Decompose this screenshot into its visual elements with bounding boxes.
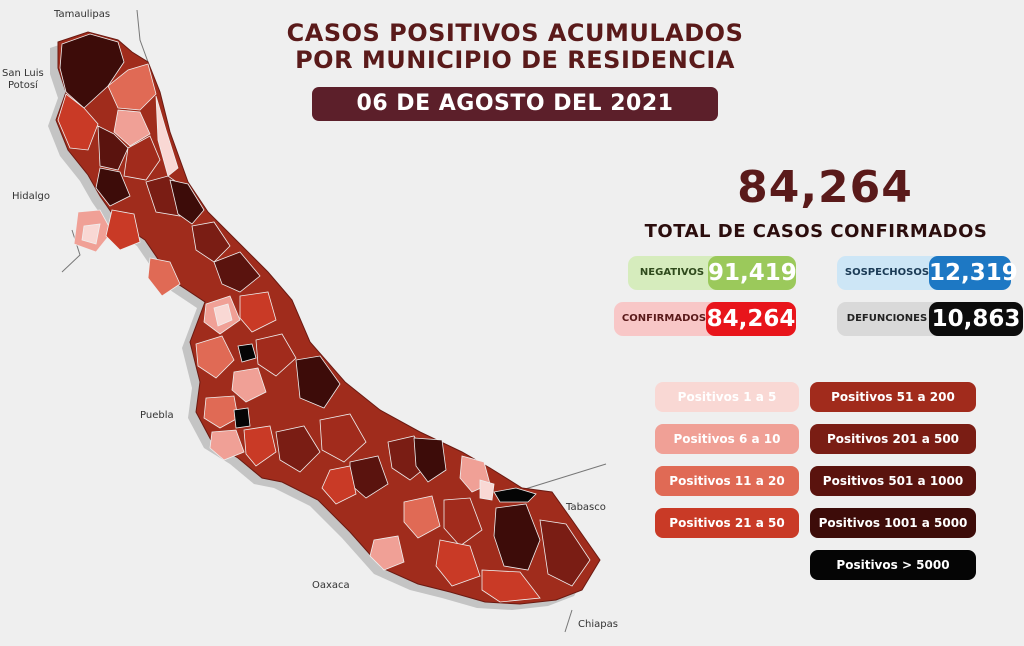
municipality bbox=[539, 519, 591, 587]
stat-defunciones-value: 10,863 bbox=[929, 302, 1023, 336]
municipality bbox=[321, 465, 357, 505]
stat-confirmados-value: 84,264 bbox=[706, 302, 796, 336]
municipality bbox=[113, 109, 151, 147]
municipality bbox=[369, 535, 405, 571]
municipality bbox=[147, 257, 181, 297]
legend-item-11-20: Positivos 11 a 20 bbox=[655, 466, 799, 496]
stat-confirmados: CONFIRMADOS 84,264 bbox=[614, 302, 796, 336]
municipality bbox=[413, 437, 447, 483]
municipality bbox=[435, 539, 481, 587]
date-banner: 06 DE AGOSTO DEL 2021 bbox=[312, 87, 718, 121]
label-puebla: Puebla bbox=[140, 410, 174, 421]
legend-item-51-200: Positivos 51 a 200 bbox=[810, 382, 976, 412]
municipality bbox=[213, 251, 261, 293]
border-line bbox=[521, 463, 607, 491]
page-title: CASOS POSITIVOS ACUMULADOS POR MUNICIPIO… bbox=[255, 20, 775, 74]
label-hidalgo: Hidalgo bbox=[12, 191, 51, 202]
municipality bbox=[213, 303, 233, 327]
legend-item-21-50: Positivos 21 a 50 bbox=[655, 508, 799, 538]
municipality bbox=[493, 503, 541, 571]
total-confirmed-label: TOTAL DE CASOS CONFIRMADOS bbox=[644, 221, 988, 242]
municipality bbox=[237, 343, 257, 363]
legend-item-6-10: Positivos 6 a 10 bbox=[655, 424, 799, 454]
stat-defunciones: DEFUNCIONES 10,863 bbox=[837, 302, 1023, 336]
stat-sospechosos-value: 12,319 bbox=[929, 256, 1018, 290]
municipality bbox=[233, 407, 251, 429]
municipality bbox=[403, 495, 441, 539]
municipality bbox=[481, 569, 541, 603]
legend-item-1001-5000: Positivos 1001 a 5000 bbox=[810, 508, 976, 538]
title-line-2: POR MUNICIPIO DE RESIDENCIA bbox=[295, 46, 735, 74]
municipality bbox=[493, 487, 537, 503]
stat-sospechosos: SOSPECHOSOS 12,319 bbox=[837, 256, 1018, 290]
border-line bbox=[564, 609, 573, 633]
municipality bbox=[231, 367, 267, 403]
stat-negativos-label: NEGATIVOS bbox=[628, 256, 716, 290]
municipality bbox=[169, 179, 205, 225]
label-san-luis-potosi-line1: San Luis bbox=[2, 68, 44, 79]
stat-confirmados-label: CONFIRMADOS bbox=[614, 302, 714, 336]
municipality bbox=[107, 63, 157, 111]
municipality bbox=[203, 395, 239, 429]
label-tabasco: Tabasco bbox=[566, 502, 606, 513]
title-line-1: CASOS POSITIVOS ACUMULADOS bbox=[286, 19, 744, 47]
municipality bbox=[155, 95, 179, 177]
municipality bbox=[243, 425, 277, 467]
legend-item-201-500: Positivos 201 a 500 bbox=[810, 424, 976, 454]
label-chiapas: Chiapas bbox=[578, 619, 618, 630]
municipality bbox=[275, 425, 321, 473]
label-san-luis-potosi-line2: Potosí bbox=[8, 80, 38, 91]
label-tamaulipas: Tamaulipas bbox=[54, 9, 111, 20]
legend-item-over-5000: Positivos > 5000 bbox=[810, 550, 976, 580]
municipality bbox=[255, 333, 297, 377]
municipality bbox=[239, 291, 277, 333]
border-line bbox=[136, 9, 149, 63]
total-confirmed-number: 84,264 bbox=[737, 162, 913, 213]
municipality bbox=[105, 209, 141, 251]
stat-sospechosos-label: SOSPECHOSOS bbox=[837, 256, 937, 290]
municipality bbox=[95, 167, 131, 207]
municipality bbox=[295, 355, 341, 409]
municipality bbox=[57, 93, 99, 151]
stat-negativos-value: 91,419 bbox=[708, 256, 797, 290]
municipality bbox=[319, 413, 367, 463]
municipality bbox=[443, 497, 483, 547]
municipality bbox=[191, 221, 231, 263]
legend-item-1-5: Positivos 1 a 5 bbox=[655, 382, 799, 412]
stat-defunciones-label: DEFUNCIONES bbox=[837, 302, 937, 336]
legend-item-501-1000: Positivos 501 a 1000 bbox=[810, 466, 976, 496]
label-oaxaca: Oaxaca bbox=[312, 580, 350, 591]
municipality bbox=[81, 223, 101, 245]
stat-negativos: NEGATIVOS 91,419 bbox=[628, 256, 797, 290]
municipality bbox=[195, 335, 235, 379]
municipality bbox=[479, 479, 495, 501]
municipality bbox=[97, 125, 129, 171]
municipality bbox=[209, 429, 245, 461]
municipality bbox=[123, 135, 161, 181]
